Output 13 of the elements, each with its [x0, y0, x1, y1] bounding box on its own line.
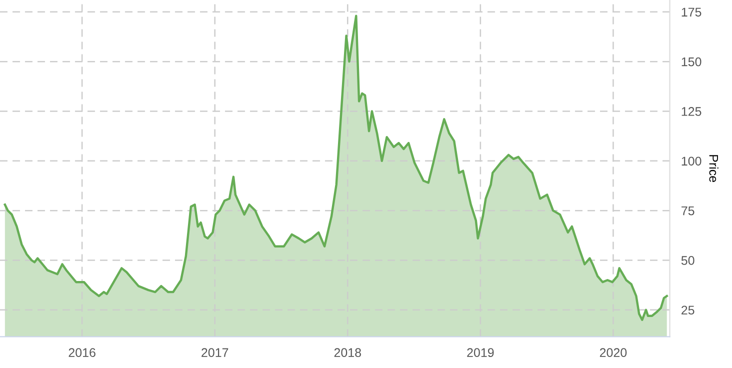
x-tick-label: 2020: [600, 348, 627, 358]
y-tick-label: 75: [682, 206, 694, 216]
x-tick-label: 2016: [68, 348, 96, 358]
y-tick-label: 175: [682, 8, 702, 17]
y-axis-title: Price: [709, 155, 718, 182]
y-tick-label: 125: [682, 107, 702, 116]
y-tick-label: 25: [682, 306, 694, 315]
y-tick-label: 50: [681, 256, 694, 265]
x-tick-label: 2019: [467, 348, 494, 358]
y-tick-label: 100: [682, 156, 702, 166]
y-tick-label: 150: [682, 57, 702, 66]
x-tick-label: 2017: [202, 348, 228, 358]
x-tick-label: 2018: [334, 348, 361, 358]
